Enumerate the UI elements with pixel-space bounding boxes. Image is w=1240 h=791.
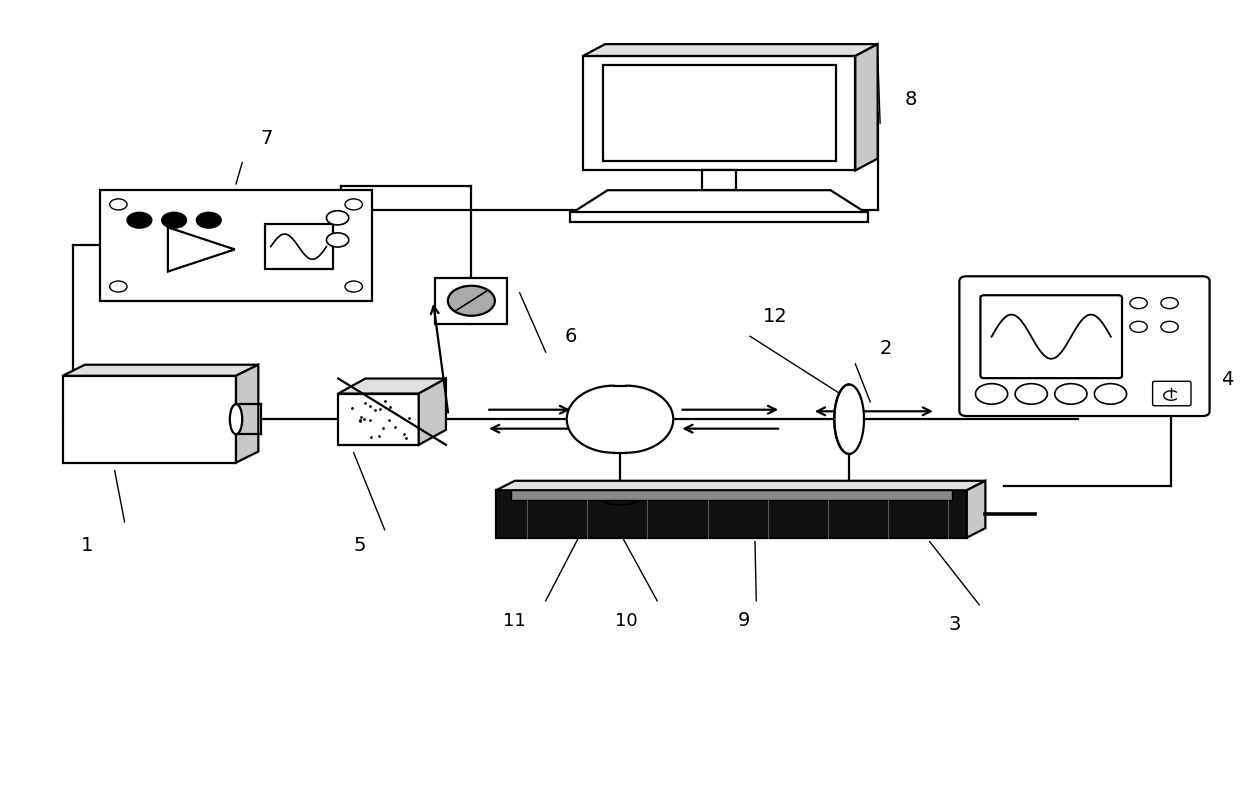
- Text: 5: 5: [353, 536, 366, 555]
- Polygon shape: [583, 44, 878, 56]
- Circle shape: [1095, 384, 1127, 404]
- Circle shape: [1130, 321, 1147, 332]
- Polygon shape: [419, 379, 446, 445]
- Text: 2: 2: [880, 339, 893, 358]
- Ellipse shape: [229, 404, 242, 434]
- Text: 11: 11: [503, 611, 526, 630]
- Text: 1: 1: [81, 536, 93, 555]
- Text: 8: 8: [905, 90, 918, 109]
- Polygon shape: [339, 379, 446, 394]
- Polygon shape: [63, 365, 258, 376]
- Circle shape: [448, 286, 495, 316]
- Polygon shape: [167, 227, 234, 271]
- Bar: [511, 490, 952, 500]
- Circle shape: [196, 212, 221, 228]
- Polygon shape: [570, 190, 868, 214]
- Circle shape: [345, 281, 362, 292]
- Circle shape: [109, 199, 126, 210]
- Circle shape: [326, 210, 348, 225]
- Polygon shape: [236, 365, 258, 463]
- Circle shape: [126, 212, 151, 228]
- Polygon shape: [496, 481, 986, 490]
- Circle shape: [1161, 297, 1178, 308]
- Text: 6: 6: [564, 327, 577, 346]
- Text: 3: 3: [949, 615, 961, 634]
- Text: 7: 7: [260, 130, 273, 149]
- Text: 9: 9: [738, 611, 750, 630]
- FancyBboxPatch shape: [1153, 381, 1190, 406]
- Bar: [702, 170, 737, 190]
- Polygon shape: [967, 481, 986, 538]
- Circle shape: [1130, 297, 1147, 308]
- Polygon shape: [856, 44, 878, 171]
- Text: 4: 4: [1220, 370, 1233, 389]
- Polygon shape: [496, 490, 967, 538]
- Bar: [435, 278, 507, 324]
- Circle shape: [161, 212, 186, 228]
- Bar: [603, 66, 836, 161]
- Bar: [837, 527, 862, 533]
- Circle shape: [1055, 384, 1087, 404]
- Circle shape: [109, 281, 126, 292]
- FancyBboxPatch shape: [960, 276, 1209, 416]
- Circle shape: [326, 233, 348, 247]
- Bar: [570, 211, 868, 221]
- Bar: [598, 496, 642, 504]
- Bar: [264, 224, 332, 269]
- Text: 12: 12: [763, 307, 787, 326]
- Polygon shape: [63, 376, 236, 463]
- Circle shape: [1016, 384, 1048, 404]
- Text: 10: 10: [615, 611, 637, 630]
- Polygon shape: [583, 56, 856, 171]
- Circle shape: [976, 384, 1008, 404]
- Polygon shape: [835, 384, 864, 454]
- Polygon shape: [339, 394, 419, 445]
- Bar: [99, 190, 372, 301]
- Circle shape: [345, 199, 362, 210]
- Circle shape: [1161, 321, 1178, 332]
- FancyBboxPatch shape: [981, 295, 1122, 378]
- Polygon shape: [567, 386, 673, 452]
